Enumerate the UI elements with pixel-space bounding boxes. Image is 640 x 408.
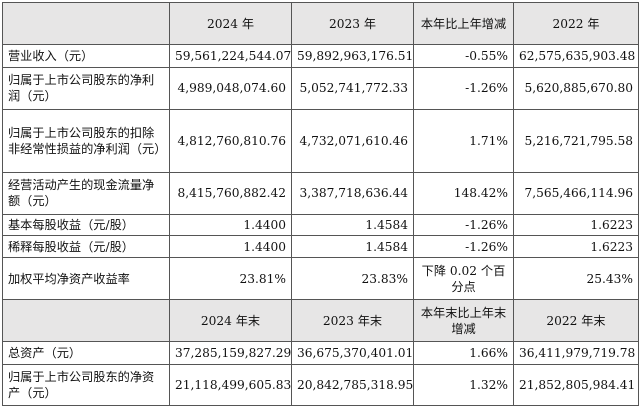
row-label: 总资产（元）: [2, 341, 170, 365]
header-change-end: 本年末比上年末增减: [413, 299, 514, 343]
table-row: 总资产（元） 37,285,159,827.29 36,675,370,401.…: [2, 341, 639, 365]
row-label: 基本每股收益（元/股）: [2, 213, 170, 237]
header-blank-cell: [2, 1, 170, 46]
value-2023: 59,892,963,176.51: [291, 44, 414, 68]
value-2022: 21,852,805,984.41: [513, 363, 639, 407]
value-change: 1.71%: [413, 108, 514, 173]
header-change: 本年比上年增减: [413, 1, 514, 46]
value-2022: 7,565,466,114.96: [513, 171, 639, 215]
table-row: 归属于上市公司股东的净资产（元） 21,118,499,605.83 20,84…: [2, 363, 639, 407]
value-2023: 1.4584: [291, 213, 414, 237]
value-change: 1.66%: [413, 341, 514, 365]
value-change: 下降 0.02 个百分点: [413, 256, 514, 301]
value-change: -1.26%: [413, 66, 514, 110]
value-2023: 23.83%: [291, 256, 414, 301]
header-row-2: 2024 年末 2023 年末 本年末比上年末增减 2022 年末: [2, 299, 639, 343]
value-2023: 1.4584: [291, 235, 414, 258]
value-2024: 37,285,159,827.29: [169, 341, 292, 365]
row-label: 归属于上市公司股东的净利润（元）: [2, 66, 170, 110]
row-label: 经营活动产生的现金流量净额（元）: [2, 171, 170, 215]
header-2023: 2023 年: [291, 1, 414, 46]
header-2024: 2024 年: [169, 1, 292, 46]
value-2023: 4,732,071,610.46: [291, 108, 414, 173]
value-2023: 3,387,718,636.44: [291, 171, 414, 215]
table-row: 加权平均净资产收益率 23.81% 23.83% 下降 0.02 个百分点 25…: [2, 256, 639, 301]
value-2022: 36,411,979,719.78: [513, 341, 639, 365]
value-2024: 4,989,048,074.60: [169, 66, 292, 110]
value-2022: 25.43%: [513, 256, 639, 301]
value-2024: 23.81%: [169, 256, 292, 301]
header-2023-end: 2023 年末: [291, 299, 414, 343]
row-label: 加权平均净资产收益率: [2, 256, 170, 301]
value-2023: 5,052,741,772.33: [291, 66, 414, 110]
value-2022: 1.6223: [513, 235, 639, 258]
row-label: 归属于上市公司股东的扣除非经常性损益的净利润（元）: [2, 108, 170, 173]
value-change: -1.26%: [413, 213, 514, 237]
table-row: 归属于上市公司股东的净利润（元） 4,989,048,074.60 5,052,…: [2, 66, 639, 110]
header-2022-end: 2022 年末: [513, 299, 639, 343]
table-row: 营业收入（元） 59,561,224,544.07 59,892,963,176…: [2, 44, 639, 68]
value-2022: 62,575,635,903.48: [513, 44, 639, 68]
row-label: 营业收入（元）: [2, 44, 170, 68]
value-2023: 20,842,785,318.95: [291, 363, 414, 407]
header-row: 2024 年 2023 年 本年比上年增减 2022 年: [2, 1, 639, 46]
value-2022: 5,216,721,795.58: [513, 108, 639, 173]
value-2024: 1.4400: [169, 235, 292, 258]
value-change: 1.32%: [413, 363, 514, 407]
value-2024: 1.4400: [169, 213, 292, 237]
header-2024-end: 2024 年末: [169, 299, 292, 343]
row-label: 归属于上市公司股东的净资产（元）: [2, 363, 170, 407]
value-change: -0.55%: [413, 44, 514, 68]
table-row: 基本每股收益（元/股） 1.4400 1.4584 -1.26% 1.6223: [2, 213, 639, 237]
value-2022: 5,620,885,670.80: [513, 66, 639, 110]
value-2024: 21,118,499,605.83: [169, 363, 292, 407]
header-blank-cell: [2, 299, 170, 343]
value-2024: 59,561,224,544.07: [169, 44, 292, 68]
value-change: -1.26%: [413, 235, 514, 258]
value-2024: 4,812,760,810.76: [169, 108, 292, 173]
table-row: 稀释每股收益（元/股） 1.4400 1.4584 -1.26% 1.6223: [2, 235, 639, 258]
row-label: 稀释每股收益（元/股）: [2, 235, 170, 258]
header-2022: 2022 年: [513, 1, 639, 46]
table-row: 归属于上市公司股东的扣除非经常性损益的净利润（元） 4,812,760,810.…: [2, 108, 639, 173]
table-row: 经营活动产生的现金流量净额（元） 8,415,760,882.42 3,387,…: [2, 171, 639, 215]
value-change: 148.42%: [413, 171, 514, 215]
value-2024: 8,415,760,882.42: [169, 171, 292, 215]
value-2023: 36,675,370,401.01: [291, 341, 414, 365]
value-2022: 1.6223: [513, 213, 639, 237]
